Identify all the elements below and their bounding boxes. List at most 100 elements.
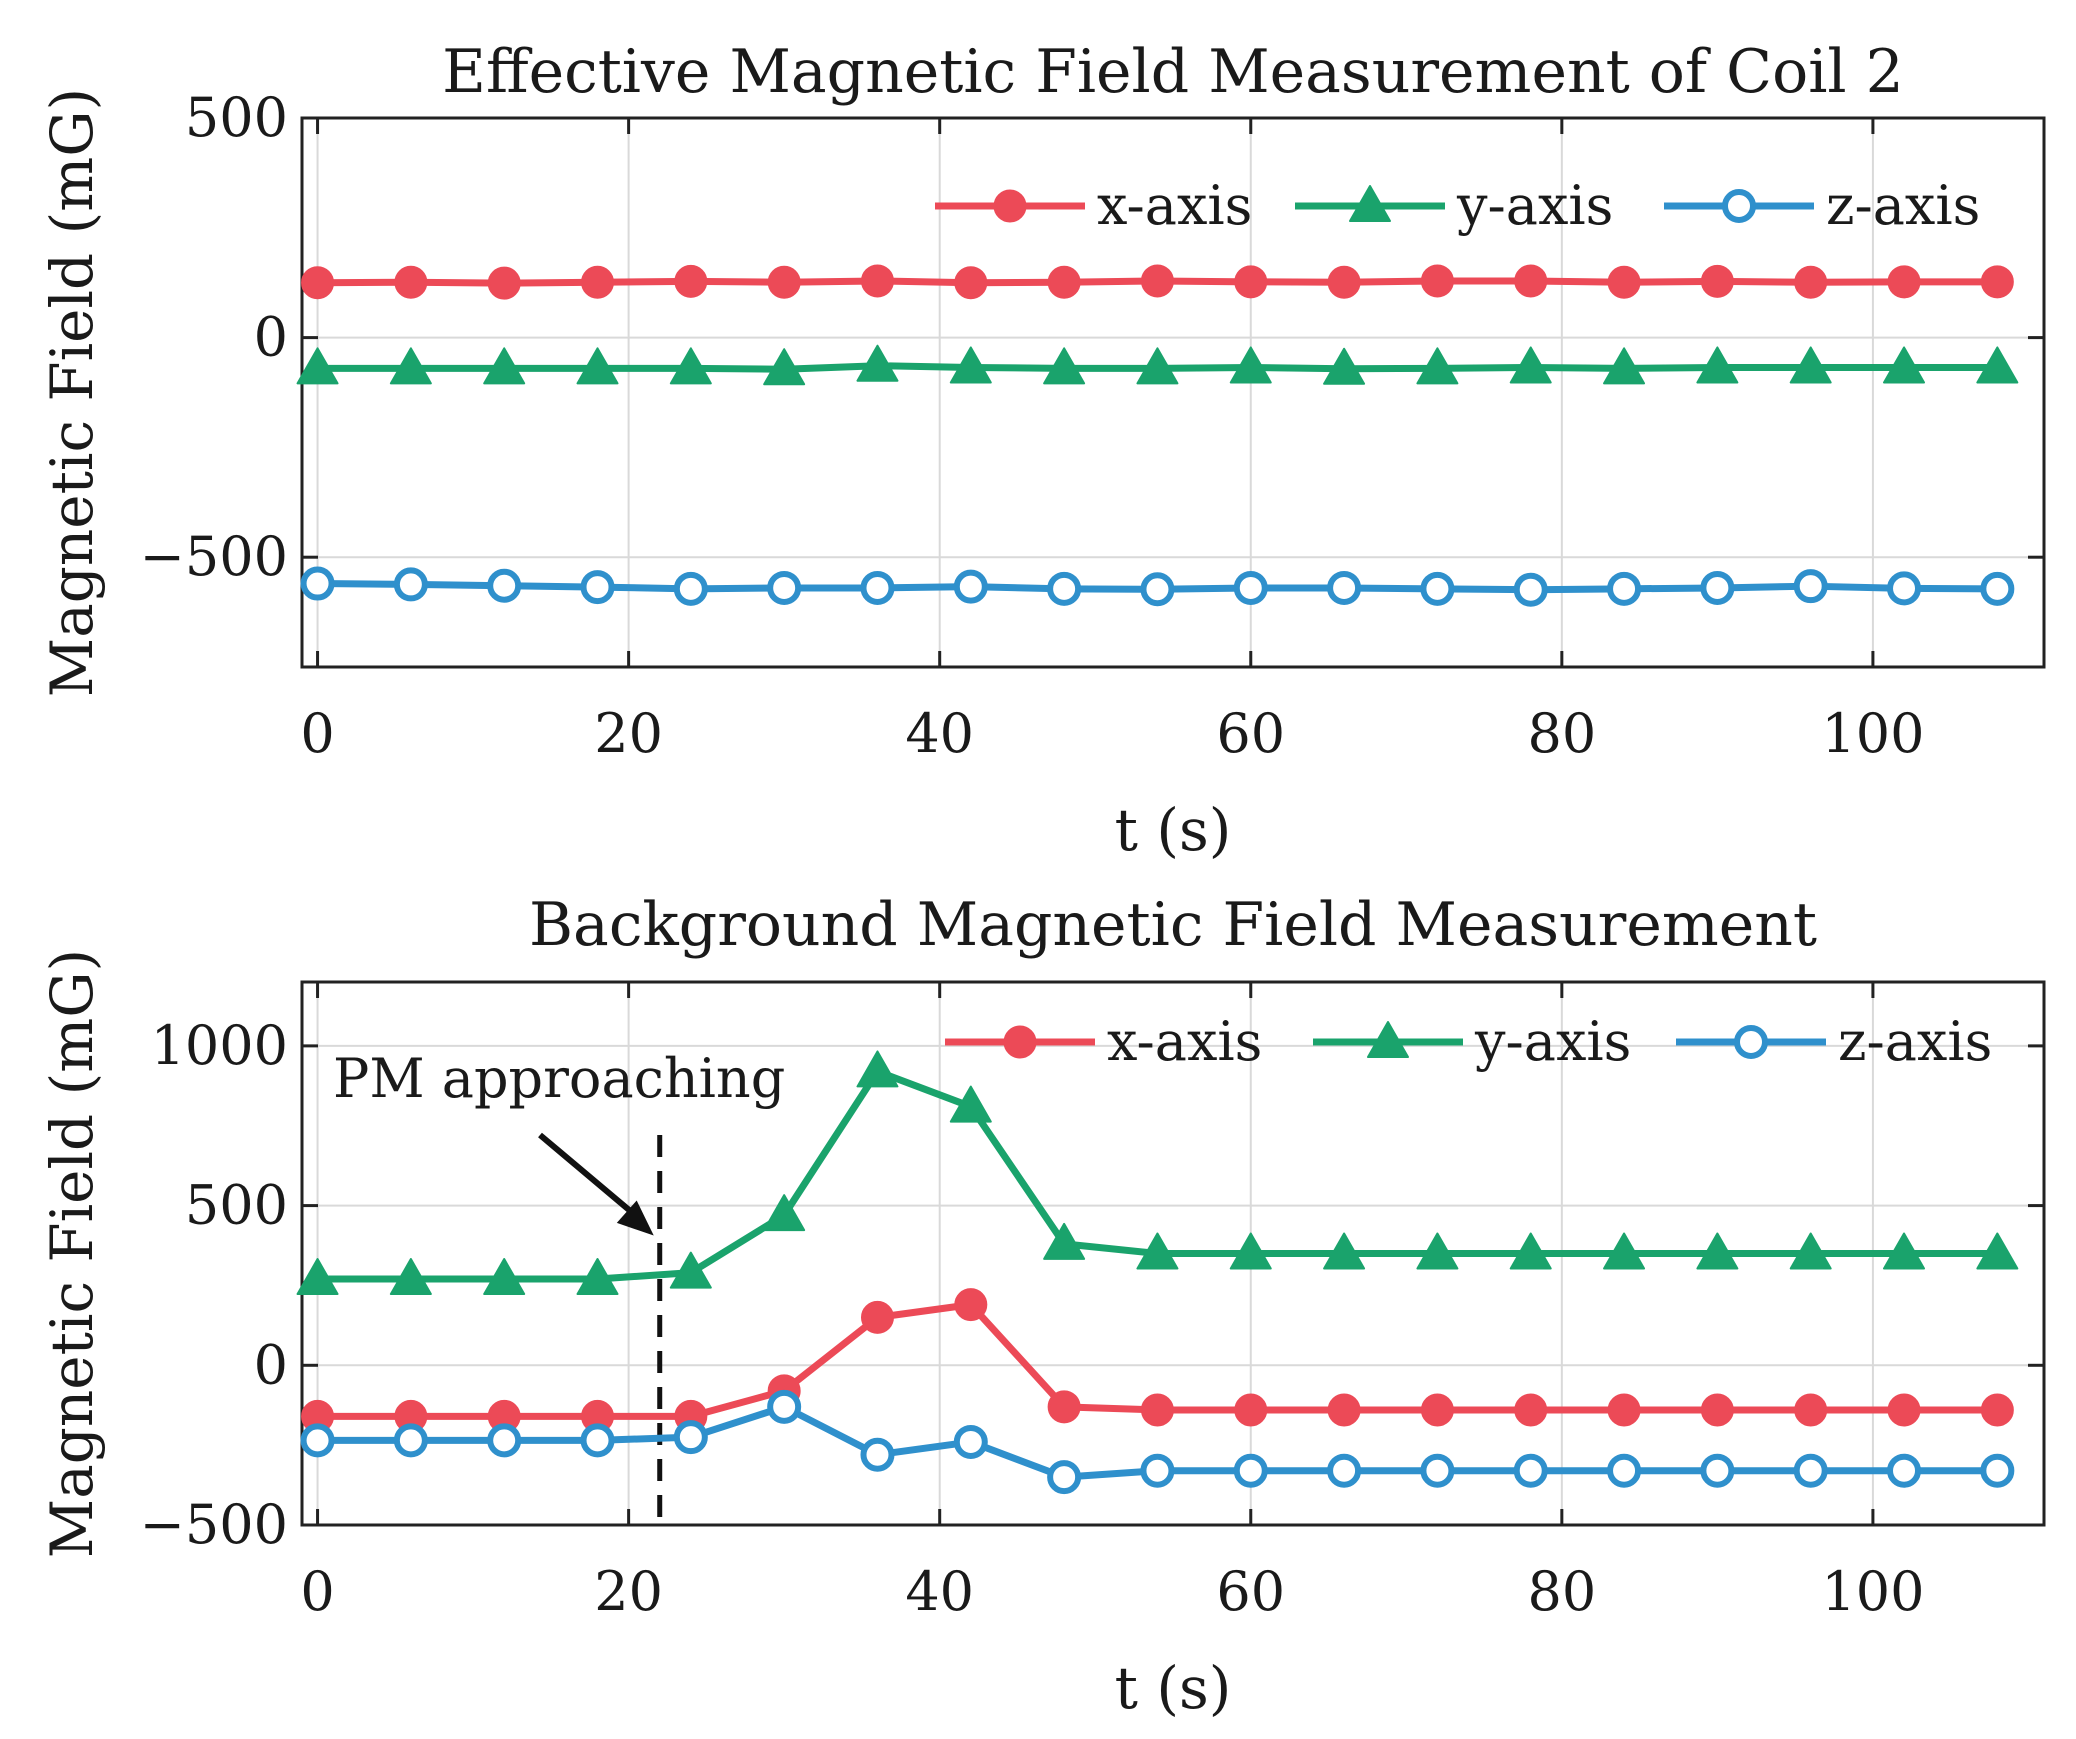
legend-label-x: x-axis <box>1107 1010 1262 1073</box>
data-point-z <box>1793 569 1828 604</box>
data-point-z <box>1233 570 1268 605</box>
x-axis-label: t (s) <box>1115 796 1232 864</box>
data-point-z <box>1140 572 1175 607</box>
data-point-x <box>1047 265 1081 299</box>
y-tick-label: −500 <box>140 1493 288 1556</box>
x-tick-label: 20 <box>594 702 663 765</box>
data-point-z <box>1887 1453 1922 1488</box>
x-tick-label: 100 <box>1821 702 1924 765</box>
data-point-x <box>487 266 521 300</box>
data-point-z <box>860 570 895 605</box>
data-point-y <box>389 347 432 385</box>
data-point-y <box>1789 346 1832 384</box>
data-point-x <box>860 264 894 298</box>
data-point-x <box>1234 1393 1268 1427</box>
legend-marker-y <box>1349 185 1391 222</box>
x-tick-label: 0 <box>300 702 334 765</box>
annotation-label: PM approaching <box>333 1047 785 1110</box>
data-point-z <box>1047 571 1082 606</box>
y-axis-label: Magnetic Field (mG) <box>38 949 106 1558</box>
legend-marker-x <box>1003 1025 1037 1059</box>
data-point-z <box>1233 1453 1268 1488</box>
data-point-x <box>1887 265 1921 299</box>
data-point-z <box>580 1423 615 1458</box>
x-tick-label: 60 <box>1216 702 1285 765</box>
chart-title: Effective Magnetic Field Measurement of … <box>442 37 1904 107</box>
data-point-x <box>1420 1393 1454 1427</box>
y-tick-label: 500 <box>185 1174 288 1237</box>
data-point-y <box>1136 347 1179 385</box>
y-axis-label: Magnetic Field (mG) <box>38 88 106 697</box>
data-point-z <box>1793 1453 1828 1488</box>
data-point-x <box>954 1288 988 1322</box>
data-point-x <box>1607 1393 1641 1427</box>
data-point-z <box>953 569 988 604</box>
data-point-z <box>673 571 708 606</box>
data-point-z <box>1140 1453 1175 1488</box>
data-point-y <box>1416 1232 1459 1270</box>
data-point-y <box>1603 347 1646 385</box>
data-point-y <box>949 1085 992 1123</box>
chart-title: Background Magnetic Field Measurement <box>529 890 1817 960</box>
y-tick-label: −500 <box>140 525 288 588</box>
data-point-z <box>1980 1453 2015 1488</box>
legend-label-x: x-axis <box>1097 174 1252 237</box>
chart-panel-1: 0 20 40 60 80 100 −500 0 500 Effective Magnetic F… <box>38 37 2046 864</box>
annotation-arrow-shaft <box>538 1132 638 1218</box>
data-point-y <box>296 1258 339 1296</box>
data-point-x <box>1607 265 1641 299</box>
data-point-z <box>860 1437 895 1472</box>
data-point-y <box>576 1258 619 1296</box>
data-point-z <box>1607 571 1642 606</box>
data-point-y <box>1323 347 1366 385</box>
data-point-x <box>1420 264 1454 298</box>
data-point-x <box>1514 264 1548 298</box>
data-point-y <box>1229 346 1272 384</box>
data-point-y <box>1509 1232 1552 1270</box>
data-point-x <box>581 265 615 299</box>
y-tick-label: 0 <box>254 306 288 369</box>
data-point-z <box>1513 1453 1548 1488</box>
legend-marker-z <box>1722 189 1756 223</box>
data-point-z <box>487 1423 522 1458</box>
data-point-y <box>669 347 712 385</box>
y-tick-label: 0 <box>254 1333 288 1396</box>
data-point-z <box>580 570 615 605</box>
data-point-z <box>393 567 428 602</box>
data-point-z <box>1980 571 2015 606</box>
legend-label-y: y-axis <box>1474 1010 1631 1073</box>
data-point-z <box>1420 571 1455 606</box>
data-point-y <box>1229 1232 1272 1270</box>
x-tick-label: 40 <box>905 1560 974 1623</box>
data-point-z <box>1513 572 1548 607</box>
data-point-x <box>1980 265 2014 299</box>
data-point-y <box>1043 347 1086 385</box>
data-point-z <box>1700 1453 1735 1488</box>
data-point-y <box>1509 346 1552 384</box>
data-point-x <box>860 1300 894 1334</box>
x-tick-label: 80 <box>1527 1560 1596 1623</box>
data-point-x <box>301 266 335 300</box>
data-point-z <box>1327 570 1362 605</box>
data-point-z <box>1700 570 1735 605</box>
x-tick-label: 100 <box>1821 1560 1924 1623</box>
legend-marker-x <box>993 189 1027 223</box>
data-point-y <box>1696 346 1739 384</box>
data-point-x <box>1234 265 1268 299</box>
annotation-arrow-head <box>616 1200 654 1236</box>
data-point-z <box>767 570 802 605</box>
data-point-y <box>949 346 992 384</box>
data-point-y <box>296 347 339 385</box>
data-point-x <box>1514 1393 1548 1427</box>
legend-label-z: z-axis <box>1826 174 1980 237</box>
data-point-z <box>300 1423 335 1458</box>
data-point-z <box>673 1420 708 1455</box>
data-point-y <box>1416 347 1459 385</box>
data-point-y <box>1976 1232 2019 1270</box>
x-axis-label: t (s) <box>1115 1654 1232 1722</box>
data-point-x <box>1700 264 1734 298</box>
data-point-z <box>487 568 522 603</box>
data-point-x <box>1794 265 1828 299</box>
